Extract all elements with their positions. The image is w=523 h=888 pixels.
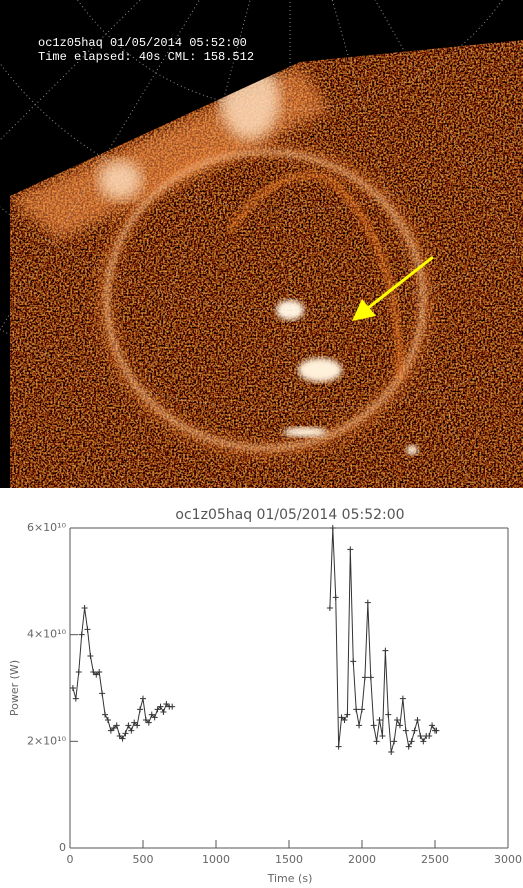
data-point <box>429 722 435 728</box>
data-point <box>160 709 166 715</box>
data-point <box>371 722 377 728</box>
data-point <box>409 738 415 744</box>
data-point <box>128 728 134 734</box>
data-point <box>82 605 88 611</box>
y-tick-label: 0 <box>59 841 66 854</box>
data-point <box>125 722 131 728</box>
data-point <box>137 706 143 712</box>
data-point <box>382 648 388 654</box>
data-point <box>356 722 362 728</box>
data-point <box>368 674 374 680</box>
image-caption: Time elapsed: 40s CML: 158.512 <box>38 50 254 64</box>
figure: oc1z05haq 01/05/2014 05:52:00 Time elaps… <box>0 0 523 888</box>
page: {"image": {"lines": ["oc1z05haq 01/05/20… <box>0 0 523 888</box>
data-point <box>365 600 371 606</box>
data-point <box>420 738 426 744</box>
data-point <box>79 632 85 638</box>
data-point <box>87 653 93 659</box>
data-point <box>333 594 339 600</box>
data-point <box>414 717 420 723</box>
data-point <box>394 717 400 723</box>
data-point <box>105 717 111 723</box>
data-point <box>412 728 418 734</box>
y-axis-title: Power (W) <box>8 660 21 716</box>
x-tick-label: 1000 <box>202 853 230 866</box>
data-point <box>406 744 412 750</box>
data-point <box>70 685 76 691</box>
data-point <box>385 712 391 718</box>
bright-spot <box>283 427 327 437</box>
data-point <box>359 706 365 712</box>
data-point <box>327 605 333 611</box>
data-point <box>403 728 409 734</box>
y-tick-label: 4×10¹⁰ <box>27 628 67 641</box>
chart-title: oc1z05haq 01/05/2014 05:52:00 <box>175 507 404 523</box>
y-tick-label: 2×10¹⁰ <box>27 734 67 747</box>
data-point <box>76 669 82 675</box>
data-point <box>347 546 353 552</box>
x-axis-title: Time (s) <box>267 872 313 885</box>
data-point <box>102 712 108 718</box>
x-tick-label: 0 <box>67 853 74 866</box>
bright-spot <box>406 445 418 455</box>
y-tick-label: 6×10¹⁰ <box>27 521 67 534</box>
data-point <box>85 626 91 632</box>
data-point <box>400 696 406 702</box>
data-point <box>397 722 403 728</box>
x-tick-label: 2500 <box>421 853 449 866</box>
data-point <box>336 744 342 750</box>
data-point <box>73 696 79 702</box>
data-point <box>379 733 385 739</box>
data-point <box>350 658 356 664</box>
data-point <box>169 704 175 710</box>
bright-spot <box>298 358 342 382</box>
data-point <box>362 674 368 680</box>
bright-spot <box>98 160 142 200</box>
image-caption: oc1z05haq 01/05/2014 05:52:00 <box>38 36 247 50</box>
x-tick-label: 3000 <box>494 853 522 866</box>
data-point <box>140 696 146 702</box>
data-point <box>391 738 397 744</box>
data-point <box>417 733 423 739</box>
data-point <box>426 733 432 739</box>
data-point <box>374 738 380 744</box>
x-tick-label: 500 <box>133 853 154 866</box>
data-point <box>330 525 336 531</box>
x-tick-label: 1500 <box>275 853 303 866</box>
x-tick-label: 2000 <box>348 853 376 866</box>
data-line <box>73 528 437 752</box>
aurora-image: oc1z05haq 01/05/2014 05:52:00 Time elaps… <box>0 0 523 488</box>
data-point <box>377 717 383 723</box>
data-point <box>353 706 359 712</box>
data-point <box>388 749 394 755</box>
data-point <box>344 712 350 718</box>
data-point <box>99 690 105 696</box>
data-point <box>122 730 128 736</box>
